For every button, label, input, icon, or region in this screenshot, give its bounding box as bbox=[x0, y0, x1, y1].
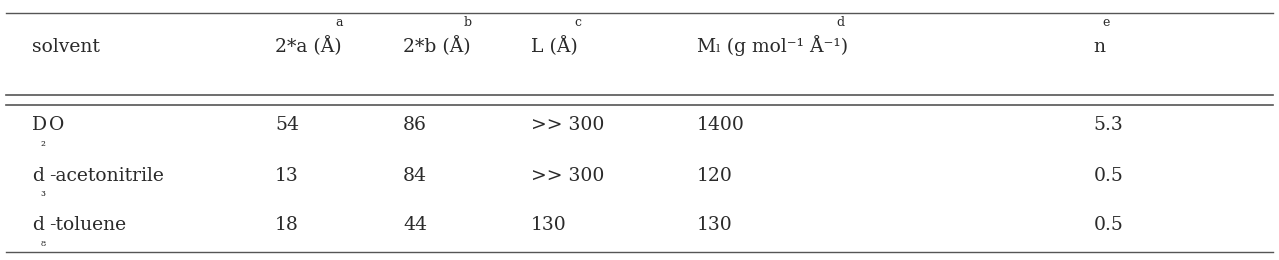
Text: 130: 130 bbox=[697, 216, 733, 234]
Text: d: d bbox=[32, 216, 43, 234]
Text: ₃: ₃ bbox=[41, 186, 46, 199]
Text: >> 300: >> 300 bbox=[531, 167, 604, 185]
Text: 86: 86 bbox=[403, 116, 427, 134]
Text: 54: 54 bbox=[275, 116, 299, 134]
Text: Mₗ (g mol⁻¹ Å⁻¹): Mₗ (g mol⁻¹ Å⁻¹) bbox=[697, 35, 848, 56]
Text: a: a bbox=[336, 16, 343, 29]
Text: 2*b (Å): 2*b (Å) bbox=[403, 36, 471, 56]
Text: -toluene: -toluene bbox=[50, 216, 127, 234]
Text: n: n bbox=[1094, 38, 1105, 56]
Text: ₂: ₂ bbox=[41, 136, 46, 149]
Text: d: d bbox=[836, 16, 844, 29]
Text: D: D bbox=[32, 116, 47, 134]
Text: 0.5: 0.5 bbox=[1094, 167, 1123, 185]
Text: 0.5: 0.5 bbox=[1094, 216, 1123, 234]
Text: 1400: 1400 bbox=[697, 116, 744, 134]
Text: 2*a (Å): 2*a (Å) bbox=[275, 36, 341, 56]
Text: 5.3: 5.3 bbox=[1094, 116, 1123, 134]
Text: solvent: solvent bbox=[32, 38, 100, 56]
Text: ₈: ₈ bbox=[41, 236, 46, 249]
Text: c: c bbox=[574, 16, 581, 29]
Text: e: e bbox=[1102, 16, 1110, 29]
Text: 120: 120 bbox=[697, 167, 733, 185]
Text: d: d bbox=[32, 167, 43, 185]
Text: O: O bbox=[50, 116, 65, 134]
Text: 84: 84 bbox=[403, 167, 427, 185]
Text: L (Å): L (Å) bbox=[531, 36, 578, 56]
Text: 13: 13 bbox=[275, 167, 299, 185]
Text: -acetonitrile: -acetonitrile bbox=[50, 167, 164, 185]
Text: 130: 130 bbox=[531, 216, 567, 234]
Text: >> 300: >> 300 bbox=[531, 116, 604, 134]
Text: 44: 44 bbox=[403, 216, 427, 234]
Text: 18: 18 bbox=[275, 216, 299, 234]
Text: b: b bbox=[464, 16, 472, 29]
